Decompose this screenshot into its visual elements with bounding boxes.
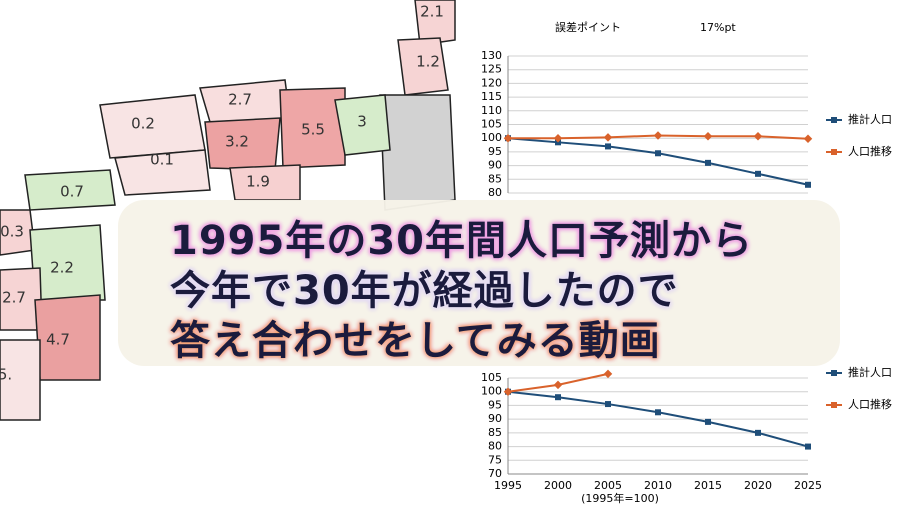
y-tick-label: 110: [481, 104, 502, 117]
x-tick-label: 2025: [794, 479, 822, 492]
banner: 1995年の30年間人口予測から 今年で30年が経過したので 答え合わせをしてみ…: [118, 200, 840, 366]
x-tick-label: 2010: [644, 479, 672, 492]
map-label: 2.2: [50, 259, 74, 277]
y-tick-label: 85: [488, 172, 502, 185]
marker: [755, 170, 761, 177]
map-label: 1.2: [416, 53, 440, 71]
marker: [503, 387, 513, 396]
y-tick-label: 100: [481, 385, 502, 398]
banner-line: 答え合わせをしてみる動画: [170, 318, 661, 364]
banner-line: 1995年の30年間人口予測から: [170, 218, 753, 264]
map-label: 2.7: [2, 289, 26, 307]
y-tick-label: 125: [481, 63, 502, 76]
x-tick-label: 2000: [544, 479, 572, 492]
x-tick-label: 2020: [744, 479, 772, 492]
marker: [605, 143, 611, 150]
x-tick-label: 2005: [594, 479, 622, 492]
map-label: 3.2: [225, 133, 249, 151]
annotation: 17%pt: [700, 21, 736, 34]
y-tick-label: 90: [488, 412, 502, 425]
banner-line: 今年で30年が経過したので: [170, 268, 679, 314]
chart-panel: [460, 0, 900, 200]
y-tick-label: 75: [488, 453, 502, 466]
y-tick-label: 95: [488, 398, 502, 411]
x-tick-label: 1995: [494, 479, 522, 492]
legend-label: 推計人口: [848, 365, 892, 379]
marker: [555, 394, 561, 401]
x-axis-label: (1995年=100): [581, 491, 659, 505]
legend-marker: [831, 402, 837, 408]
y-tick-label: 80: [488, 440, 502, 453]
marker: [705, 418, 711, 425]
map-label: 5.5: [301, 121, 325, 139]
y-tick-label: 120: [481, 76, 502, 89]
marker: [605, 401, 611, 408]
y-tick-label: 80: [488, 186, 502, 199]
chart-panel: [460, 365, 900, 506]
legend-marker: [831, 117, 837, 123]
map-label: 1.9: [246, 173, 270, 191]
map-label: 0.1: [150, 151, 174, 169]
map-label: 2.1: [420, 3, 444, 21]
y-tick-label: 115: [481, 90, 502, 103]
legend-marker: [831, 149, 837, 155]
marker: [553, 380, 563, 390]
x-tick-label: 2015: [694, 479, 722, 492]
marker: [805, 181, 811, 188]
y-tick-label: 90: [488, 159, 502, 172]
y-tick-label: 105: [481, 118, 502, 131]
marker: [805, 443, 811, 450]
map-label: 0.7: [60, 183, 84, 201]
y-tick-label: 70: [488, 467, 502, 480]
y-tick-label: 100: [481, 131, 502, 144]
map-label: 3: [357, 113, 367, 131]
y-tick-label: 105: [481, 371, 502, 384]
legend-label: 推計人口: [848, 112, 892, 126]
map-label: 2.7: [228, 91, 252, 109]
marker: [603, 369, 613, 379]
map-label: 0.3: [0, 223, 24, 241]
map-label: 5.: [0, 366, 12, 384]
marker: [755, 429, 761, 436]
marker: [705, 159, 711, 166]
y-tick-label: 95: [488, 145, 502, 158]
marker: [655, 409, 661, 416]
map-label: 0.2: [131, 115, 155, 133]
legend-marker: [831, 370, 837, 376]
marker: [503, 133, 513, 143]
legend-label: 人口推移: [848, 397, 892, 411]
legend-label: 人口推移: [848, 144, 892, 158]
chart-title: 誤差ポイント: [555, 20, 621, 34]
map-label: 4.7: [46, 331, 70, 349]
marker: [655, 150, 661, 157]
y-tick-label: 130: [481, 49, 502, 62]
y-tick-label: 85: [488, 426, 502, 439]
